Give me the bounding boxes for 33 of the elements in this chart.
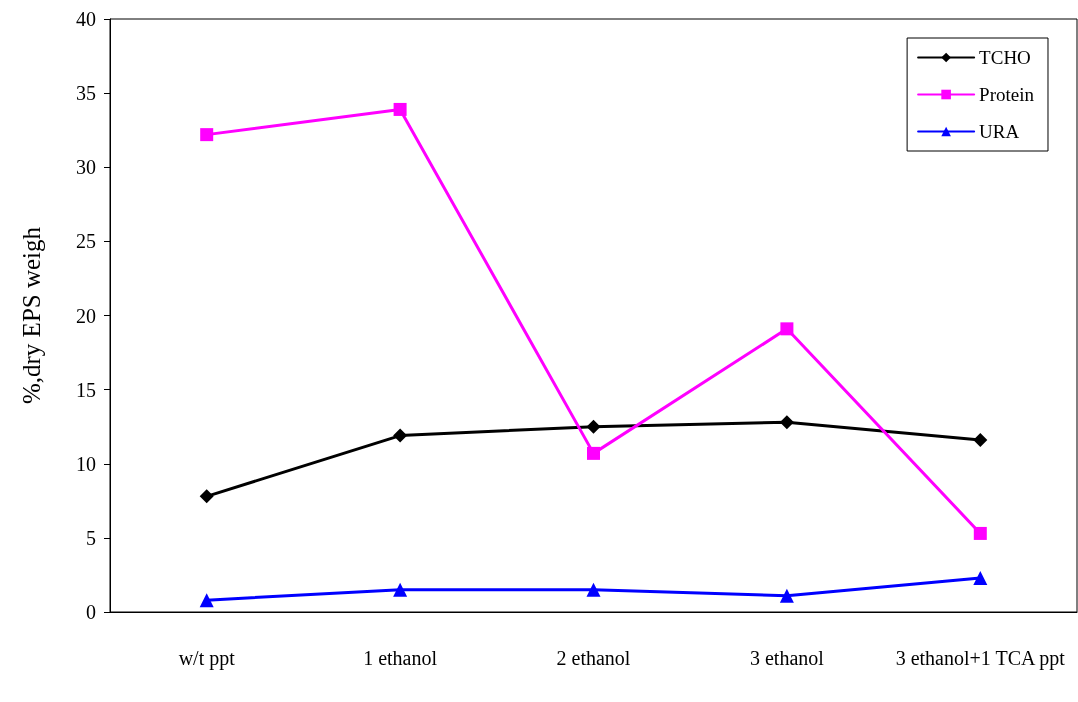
point	[393, 428, 408, 443]
y-tick-label: 10	[76, 452, 96, 475]
point	[200, 128, 214, 142]
y-tick-label: 30	[76, 156, 96, 179]
point	[586, 582, 601, 597]
point	[393, 582, 408, 597]
y-tick-label: 35	[76, 82, 96, 105]
point	[973, 526, 987, 540]
point	[973, 570, 988, 585]
point	[973, 433, 988, 448]
point	[780, 322, 794, 336]
point	[393, 102, 407, 116]
x-tick-label: 3 ethanol	[749, 647, 825, 669]
y-tick-label: 25	[76, 230, 96, 253]
y-tick-label: 20	[76, 304, 96, 327]
x-tick-label: 1 ethanol	[363, 647, 438, 669]
x-tick-label: 3 ethanol+1 TCA ppt	[895, 647, 1066, 670]
y-tick-label: 15	[76, 378, 96, 401]
y-axis-title: %,dry EPS weigh	[18, 226, 45, 405]
x-tick-label: 2 ethanol	[556, 647, 631, 669]
point	[587, 446, 600, 460]
y-tick-label: 40	[76, 8, 96, 30]
point	[779, 588, 794, 603]
point	[586, 419, 601, 434]
y-tick-label: 5	[86, 526, 96, 549]
legend-label: URA	[979, 121, 1020, 142]
legend-label: Protein	[979, 84, 1035, 105]
y-tick-label: 0	[86, 601, 96, 623]
legend-label: TCHO	[979, 47, 1031, 68]
point	[199, 593, 214, 608]
point	[199, 489, 214, 504]
x-tick-label: w/t ppt	[178, 647, 236, 670]
point	[779, 415, 794, 430]
